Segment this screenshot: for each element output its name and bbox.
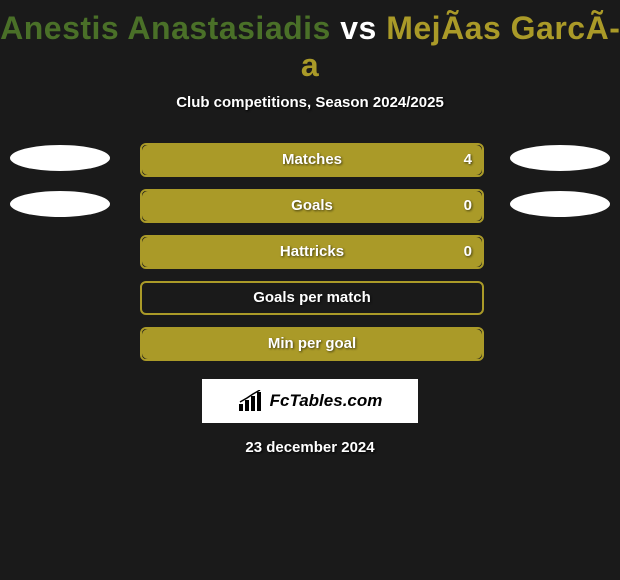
stat-row: Min per goal (0, 325, 620, 359)
date-text: 23 december 2024 (0, 439, 620, 456)
right-ellipse (510, 191, 610, 217)
stats-area: Matches 4 Goals 0 Hattricks 0 Goals per match M… (0, 141, 620, 359)
stat-row: Goals 0 (0, 187, 620, 221)
vs-text: vs (340, 10, 377, 46)
stat-bar: Goals 0 (140, 189, 484, 223)
player1-name: Anestis Anastasiadis (0, 10, 331, 46)
stat-label: Goals (291, 197, 333, 214)
stat-bar: Hattricks 0 (140, 235, 484, 269)
stat-label: Goals per match (253, 289, 371, 306)
stat-bar: Matches 4 (140, 143, 484, 177)
stat-value: 0 (464, 191, 472, 221)
stat-value: 4 (464, 145, 472, 175)
right-ellipse (510, 145, 610, 171)
badge-text: FcTables.com (270, 391, 383, 411)
stat-row: Goals per match (0, 279, 620, 313)
stat-label: Hattricks (280, 243, 344, 260)
stat-value: 0 (464, 237, 472, 267)
stat-row: Hattricks 0 (0, 233, 620, 267)
stat-label: Matches (282, 151, 342, 168)
left-ellipse (10, 191, 110, 217)
stat-label: Min per goal (268, 335, 356, 352)
page-title: Anestis Anastasiadis vs MejÃ­as GarcÃ­a (0, 0, 620, 84)
chart-icon (238, 390, 264, 412)
comparison-infographic: Anestis Anastasiadis vs MejÃ­as GarcÃ­a … (0, 0, 620, 580)
left-ellipse (10, 145, 110, 171)
source-badge: FcTables.com (202, 379, 418, 423)
subtitle: Club competitions, Season 2024/2025 (0, 94, 620, 111)
stat-bar: Min per goal (140, 327, 484, 361)
stat-row: Matches 4 (0, 141, 620, 175)
stat-bar: Goals per match (140, 281, 484, 315)
